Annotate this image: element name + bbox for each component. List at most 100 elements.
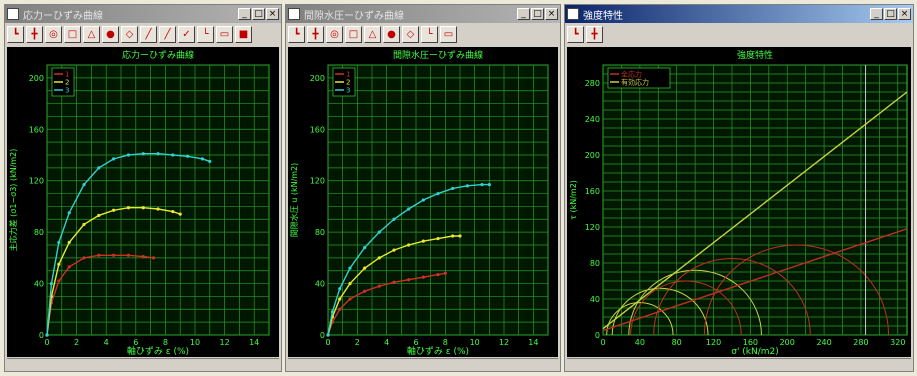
data-point <box>57 262 61 266</box>
data-point <box>436 236 440 241</box>
tool-button-6[interactable]: ● <box>102 25 119 43</box>
minimize-button[interactable]: _ <box>517 8 530 20</box>
x-tick-label: 14 <box>249 338 259 347</box>
tool-button-6[interactable]: ● <box>383 25 400 43</box>
tool-button-3[interactable]: ◎ <box>45 25 62 43</box>
data-point <box>49 281 54 286</box>
x-tick-label: 4 <box>384 338 389 347</box>
tool-button-5[interactable]: △ <box>364 25 381 43</box>
data-point <box>208 159 212 164</box>
titlebar[interactable]: 間隙水圧ーひずみ曲線 _ □ × <box>286 5 560 23</box>
y-tick-label: 80 <box>590 259 600 268</box>
maximize-button[interactable]: □ <box>531 8 544 20</box>
legend-label: 有効応力 <box>621 78 649 87</box>
plot-area: 0 40 80 120 160 200 240 280 320 0 40 80 120 160 200 240… <box>567 47 911 357</box>
data-point <box>171 153 175 157</box>
data-point <box>171 209 175 214</box>
tool-button-7[interactable]: ◇ <box>402 25 419 43</box>
tool-button-2[interactable]: ╋ <box>307 25 324 43</box>
data-point <box>338 297 342 301</box>
strength-chart: 0 40 80 120 160 200 240 280 320 0 40 80 120 160 200 240… <box>569 49 908 357</box>
x-tick-label: 2 <box>74 338 79 347</box>
tool-button-1[interactable]: ┗ <box>567 25 584 43</box>
data-point <box>97 253 101 257</box>
tool-button-10[interactable]: ✓ <box>178 25 195 43</box>
tool-button-4[interactable]: □ <box>345 25 362 43</box>
data-point <box>392 248 396 252</box>
status-bar <box>288 358 558 370</box>
data-point <box>82 182 86 187</box>
tool-button-2[interactable]: ╋ <box>586 25 603 43</box>
window-stress-strain[interactable]: 応力ーひずみ曲線 _ □ × ┗ ╋ ◎ □ △ ● ◇ ╱ ╱ ✓ └ ▭ ■ 0 2 4 6 8 10 12 14… <box>4 4 282 372</box>
tool-button-12[interactable]: ▭ <box>216 25 233 43</box>
titlebar[interactable]: 応力ーひずみ曲線 _ □ × <box>5 5 281 23</box>
data-point <box>97 213 101 218</box>
data-point <box>363 266 367 270</box>
pore-pressure-chart: 0 2 4 6 8 10 12 1404080120160200間隙水圧ーひずみ曲線軸ひずみ … <box>289 49 549 357</box>
x-axis-label: σ' (kN/m2) <box>731 347 779 357</box>
window-pore-pressure[interactable]: 間隙水圧ーひずみ曲線 _ □ × ┗ ╋ ◎ □ △ ● ◇ └ ▭ 0 2 4 6 8 10 12 14 0 4… <box>285 4 561 372</box>
x-tick-label: 0 <box>600 338 605 347</box>
close-button[interactable]: × <box>898 8 911 20</box>
tool-button-5[interactable]: △ <box>83 25 100 43</box>
maximize-button[interactable]: □ <box>252 8 265 20</box>
data-point <box>377 230 381 234</box>
app-icon <box>567 8 579 20</box>
data-point <box>126 153 130 157</box>
data-point <box>348 266 352 270</box>
data-point <box>141 152 145 156</box>
data-point <box>436 191 440 196</box>
data-point <box>363 289 367 293</box>
close-button[interactable]: × <box>545 8 558 20</box>
tool-button-9[interactable]: ▭ <box>440 25 457 43</box>
data-point <box>407 207 411 211</box>
tool-button-8[interactable]: └ <box>421 25 438 43</box>
data-point <box>126 253 130 257</box>
titlebar[interactable]: 強度特性 _ □ × <box>565 5 913 23</box>
tool-button-13[interactable]: ■ <box>235 25 252 43</box>
data-point <box>407 278 411 282</box>
legend-label: 2 <box>65 79 69 87</box>
series-line <box>602 91 908 330</box>
tool-button-3[interactable]: ◎ <box>326 25 343 43</box>
plot-frame <box>46 64 270 336</box>
data-point <box>67 211 71 215</box>
data-point <box>156 152 160 156</box>
tool-button-9[interactable]: ╱ <box>159 25 176 43</box>
maximize-button[interactable]: □ <box>884 8 897 20</box>
tool-button-2[interactable]: ╋ <box>26 25 43 43</box>
y-tick-label: 80 <box>34 228 44 237</box>
close-button[interactable]: × <box>266 8 279 20</box>
data-point <box>326 333 330 337</box>
chart-title: 応力ーひずみ曲線 <box>122 49 194 61</box>
y-tick-label: 120 <box>585 223 600 232</box>
x-tick-label: 6 <box>133 338 138 347</box>
y-tick-label: 0 <box>39 331 44 340</box>
data-point <box>451 234 455 238</box>
toolbar: ┗ ╋ <box>565 23 913 45</box>
plot-area: 0 2 4 6 8 10 12 14 0 40 80 120 160 200 間隙水圧ーひずみ曲線 軸ひずみ … <box>288 47 558 357</box>
data-point <box>151 256 156 260</box>
data-point <box>480 182 484 187</box>
data-point <box>45 333 49 337</box>
tool-button-7[interactable]: ◇ <box>121 25 138 43</box>
y-tick-label: 120 <box>310 177 325 186</box>
legend-label: 1 <box>65 71 69 79</box>
y-tick-label: 40 <box>34 280 44 289</box>
series-line <box>327 235 460 336</box>
window-strength[interactable]: 強度特性 _ □ × ┗ ╋ 0 40 80 120 160 200 240 280 320 0 40… <box>564 4 914 372</box>
app-icon <box>288 8 300 20</box>
legend-label: 3 <box>346 87 350 95</box>
data-point <box>200 157 204 161</box>
tool-button-11[interactable]: └ <box>197 25 214 43</box>
minimize-button[interactable]: _ <box>238 8 251 20</box>
tool-button-1[interactable]: ┗ <box>7 25 24 43</box>
legend-label: 2 <box>346 79 350 87</box>
minimize-button[interactable]: _ <box>870 8 883 20</box>
toolbar: ┗ ╋ ◎ □ △ ● ◇ ╱ ╱ ✓ └ ▭ ■ <box>5 23 281 45</box>
data-point <box>141 254 145 259</box>
tool-button-1[interactable]: ┗ <box>288 25 305 43</box>
y-tick-label: 280 <box>585 79 600 88</box>
tool-button-4[interactable]: □ <box>64 25 81 43</box>
tool-button-8[interactable]: ╱ <box>140 25 157 43</box>
